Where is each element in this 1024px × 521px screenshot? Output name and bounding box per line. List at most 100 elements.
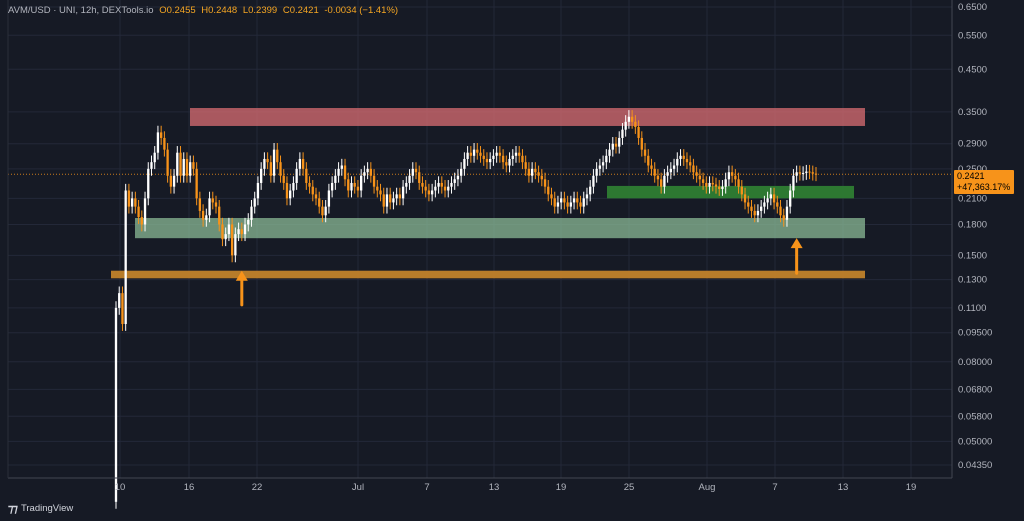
- candle-body: [530, 168, 534, 176]
- candle-body: [740, 186, 743, 195]
- time-tick-label: Aug: [699, 482, 716, 493]
- candle-body: [511, 155, 514, 159]
- candle-body: [666, 172, 669, 176]
- candle-body: [753, 210, 756, 216]
- candle-body: [601, 162, 605, 166]
- candle-body: [505, 162, 508, 166]
- candle-body: [405, 182, 408, 187]
- candle-body: [592, 175, 595, 187]
- candle-body: [118, 293, 121, 308]
- price-tick-label: 0.04350: [958, 460, 992, 471]
- last-price-tag: 0.2421 +47,363.17%: [954, 170, 1014, 195]
- candle-body: [660, 179, 663, 187]
- candle-body: [630, 116, 634, 122]
- last-price-change: +47,363.17%: [957, 182, 1011, 193]
- candle-body: [347, 179, 350, 191]
- price-tick-label: 0.6500: [958, 2, 987, 13]
- candle-body: [330, 182, 334, 191]
- price-tick-label: 0.1500: [958, 250, 987, 261]
- candle-body: [534, 168, 537, 173]
- candle-body: [779, 206, 782, 216]
- candle-body: [134, 198, 137, 207]
- time-tick-label: 13: [489, 482, 500, 493]
- candle-body: [379, 190, 382, 195]
- candle-body: [292, 182, 295, 191]
- candle-body: [772, 194, 776, 203]
- candle-body: [301, 158, 305, 169]
- candle-body: [518, 152, 521, 156]
- annotation-arrows: [235, 238, 803, 307]
- candle-body: [253, 198, 256, 207]
- candle-body: [176, 152, 179, 176]
- candle-body: [385, 194, 389, 207]
- candle-body: [295, 168, 298, 183]
- candle-body: [663, 175, 666, 187]
- candle-body: [166, 149, 169, 176]
- ohlc-open: O0.2455: [159, 5, 196, 16]
- candle-body: [582, 198, 585, 207]
- candle-body: [692, 165, 695, 173]
- time-tick-label: 22: [252, 482, 263, 493]
- candle-body: [476, 149, 479, 153]
- candle-body: [805, 171, 808, 173]
- candle-body: [456, 175, 460, 180]
- candle-body: [524, 162, 527, 169]
- candle-body: [230, 224, 234, 256]
- candle-body: [208, 198, 211, 216]
- candle-body: [489, 158, 492, 163]
- candle-body: [398, 194, 402, 199]
- symbol-legend: AVM/USD · UNI, 12h, DEXTools.io O0.2455 …: [8, 5, 398, 16]
- candle-body: [337, 168, 340, 176]
- candle-body: [479, 152, 482, 156]
- price-tick-label: 0.4500: [958, 64, 987, 75]
- candle-body: [350, 182, 353, 191]
- candle-body: [263, 158, 266, 169]
- time-tick-label: 13: [838, 482, 849, 493]
- candle-body: [418, 172, 421, 183]
- candle-body: [214, 202, 218, 207]
- candle-body: [750, 206, 753, 211]
- candle-body: [798, 172, 802, 174]
- candle-body: [234, 234, 237, 256]
- candle-body: [682, 155, 685, 159]
- price-tick-label: 0.1300: [958, 275, 987, 286]
- price-axis-panel: [952, 0, 1024, 478]
- candle-body: [782, 215, 785, 220]
- ohlc-close: C0.2421: [282, 5, 319, 16]
- tradingview-branding[interactable]: ⁊⁊ TradingView: [8, 502, 73, 515]
- candle-body: [708, 182, 711, 187]
- candle-body: [492, 155, 495, 159]
- ohlc-high: H0.2448: [201, 5, 238, 16]
- candle-body: [334, 175, 337, 183]
- candle-body: [163, 137, 166, 150]
- candle-body: [376, 186, 379, 191]
- price-tick-label: 0.08000: [958, 357, 992, 368]
- candle-body: [179, 152, 182, 176]
- candle-body: [527, 168, 531, 176]
- candle-body: [460, 168, 463, 176]
- candle-body: [637, 127, 640, 138]
- candle-body: [701, 179, 705, 183]
- candle-body: [272, 149, 276, 176]
- candle-body: [201, 210, 205, 220]
- candle-body: [411, 168, 414, 176]
- candle-body: [382, 194, 385, 207]
- candle-body: [614, 143, 618, 147]
- candle-body: [747, 202, 750, 207]
- candle-body: [563, 198, 566, 203]
- candle-body: [127, 190, 131, 207]
- price-tick-label: 0.06800: [958, 384, 992, 395]
- candle-body: [305, 168, 308, 183]
- candle-body: [698, 175, 702, 180]
- candle-body: [192, 162, 195, 169]
- candle-body: [743, 194, 747, 203]
- candle-body: [172, 175, 176, 187]
- candle-body: [169, 175, 172, 187]
- axes[interactable]: 0.6500 0.5500 0.4500 0.3500 0.2900 0.2500 0.21…: [7, 0, 1024, 493]
- candle-body: [650, 165, 653, 169]
- candle-body: [543, 179, 547, 187]
- candles: [114, 110, 818, 509]
- candle-body: [130, 198, 134, 207]
- candle-body: [260, 168, 263, 183]
